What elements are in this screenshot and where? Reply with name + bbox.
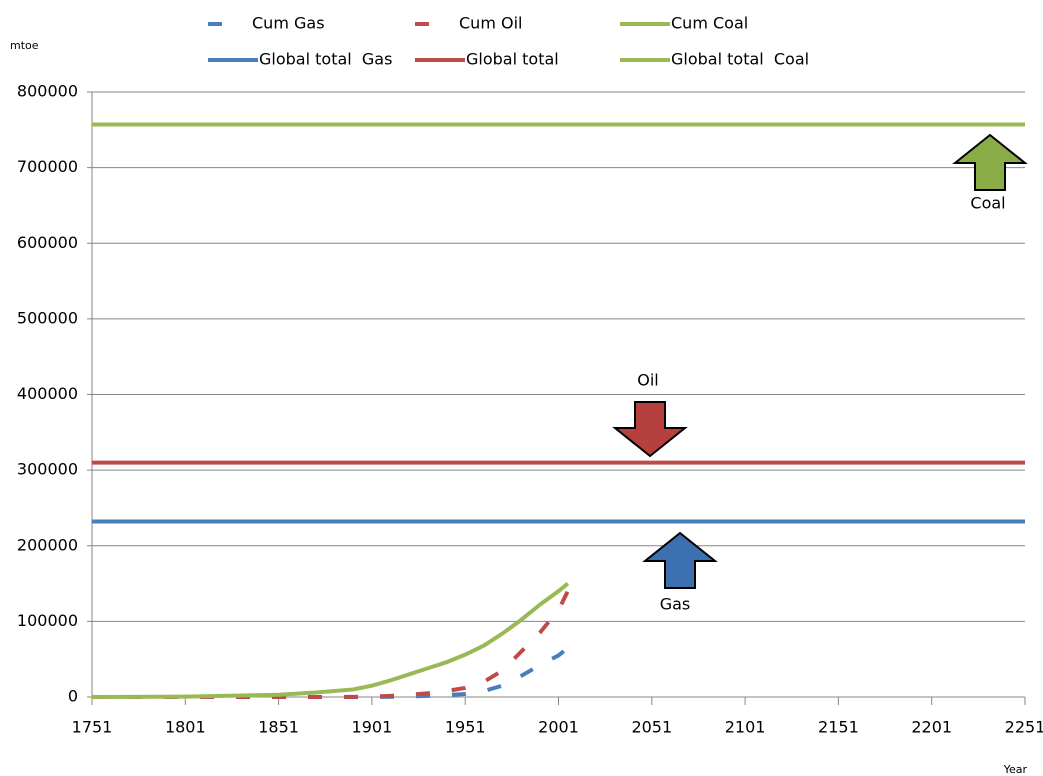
y-tick-label: 500000 (17, 308, 78, 327)
legend-label: Global total Coal (671, 50, 809, 69)
legend-item: Global total (415, 50, 559, 69)
y-tick-label: 0 (68, 687, 78, 706)
legend-item: Global total Coal (620, 50, 809, 69)
coal-arrow (952, 133, 1028, 191)
x-tick-label: 2201 (911, 718, 952, 737)
x-tick-label: 1851 (258, 718, 299, 737)
x-tick-label: 1801 (165, 718, 206, 737)
x-tick-label: 2251 (1005, 718, 1043, 737)
oil-arrow (612, 401, 688, 458)
legend-item: Cum Coal (620, 14, 748, 33)
annotation: Oil (637, 371, 658, 390)
legend-label: Cum Coal (671, 14, 748, 33)
x-tick-label: 2101 (725, 718, 766, 737)
legend-label: Cum Oil (459, 14, 522, 33)
x-tick-label: 2151 (818, 718, 859, 737)
x-tick-label: 1751 (72, 718, 113, 737)
series-line (92, 646, 570, 699)
series-line (92, 590, 570, 699)
y-tick-label: 700000 (17, 157, 78, 176)
x-tick-label: 2001 (538, 718, 579, 737)
gas-arrow (642, 531, 718, 589)
legend-item: Global total Gas (208, 50, 392, 69)
legend-label: Global total (466, 50, 559, 69)
annotation: Coal (970, 194, 1005, 213)
y-tick-label: 800000 (17, 82, 78, 101)
y-tick-label: 100000 (17, 611, 78, 630)
y-tick-label: 400000 (17, 384, 78, 403)
annotation: Gas (660, 595, 691, 614)
y-axis-label: mtoe (10, 39, 39, 52)
y-tick-label: 300000 (17, 460, 78, 479)
legend-item: Cum Oil (415, 14, 522, 33)
legend-item: Cum Gas (208, 14, 325, 33)
x-tick-label: 1951 (445, 718, 486, 737)
plot-area: 0 100000 200000 300000 400000 500000 600000 700… (17, 82, 1043, 737)
y-tick-label: 200000 (17, 535, 78, 554)
legend-label: Cum Gas (252, 14, 325, 33)
y-tick-label: 600000 (17, 233, 78, 252)
series-line (91, 582, 570, 699)
x-tick-label: 1901 (352, 718, 393, 737)
x-tick-label: 2051 (631, 718, 672, 737)
x-axis-label: Year (1003, 763, 1028, 776)
legend-label: Global total Gas (259, 50, 392, 69)
